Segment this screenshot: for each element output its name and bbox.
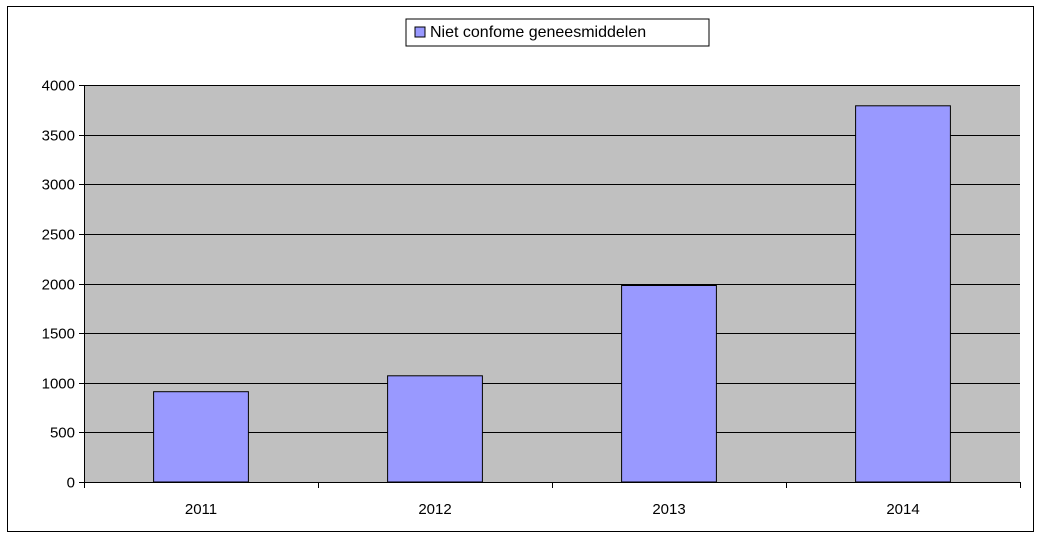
- y-tick-label: 2000: [42, 277, 75, 294]
- bar: [153, 391, 249, 483]
- bar: [387, 375, 483, 483]
- x-tick-label: 2013: [652, 501, 685, 518]
- y-tick-label: 2500: [42, 227, 75, 244]
- y-tick-label: 0: [67, 475, 75, 492]
- y-tick-label: 1500: [42, 326, 75, 343]
- bar: [621, 285, 717, 483]
- y-tick-label: 3000: [42, 177, 75, 194]
- y-tick-label: 1000: [42, 376, 75, 393]
- y-tick-label: 500: [50, 425, 75, 442]
- legend: Niet confome geneesmiddelen: [405, 18, 710, 47]
- bar: [855, 105, 951, 483]
- legend-label: Niet confome geneesmiddelen: [430, 24, 646, 41]
- y-tick-label: 4000: [42, 78, 75, 95]
- x-tick-label: 2014: [886, 501, 919, 518]
- legend-box: [405, 18, 710, 47]
- legend-swatch: [414, 26, 426, 38]
- x-tick-label: 2012: [418, 501, 451, 518]
- x-tick-label: 2011: [185, 501, 217, 518]
- y-tick-label: 3500: [42, 128, 75, 145]
